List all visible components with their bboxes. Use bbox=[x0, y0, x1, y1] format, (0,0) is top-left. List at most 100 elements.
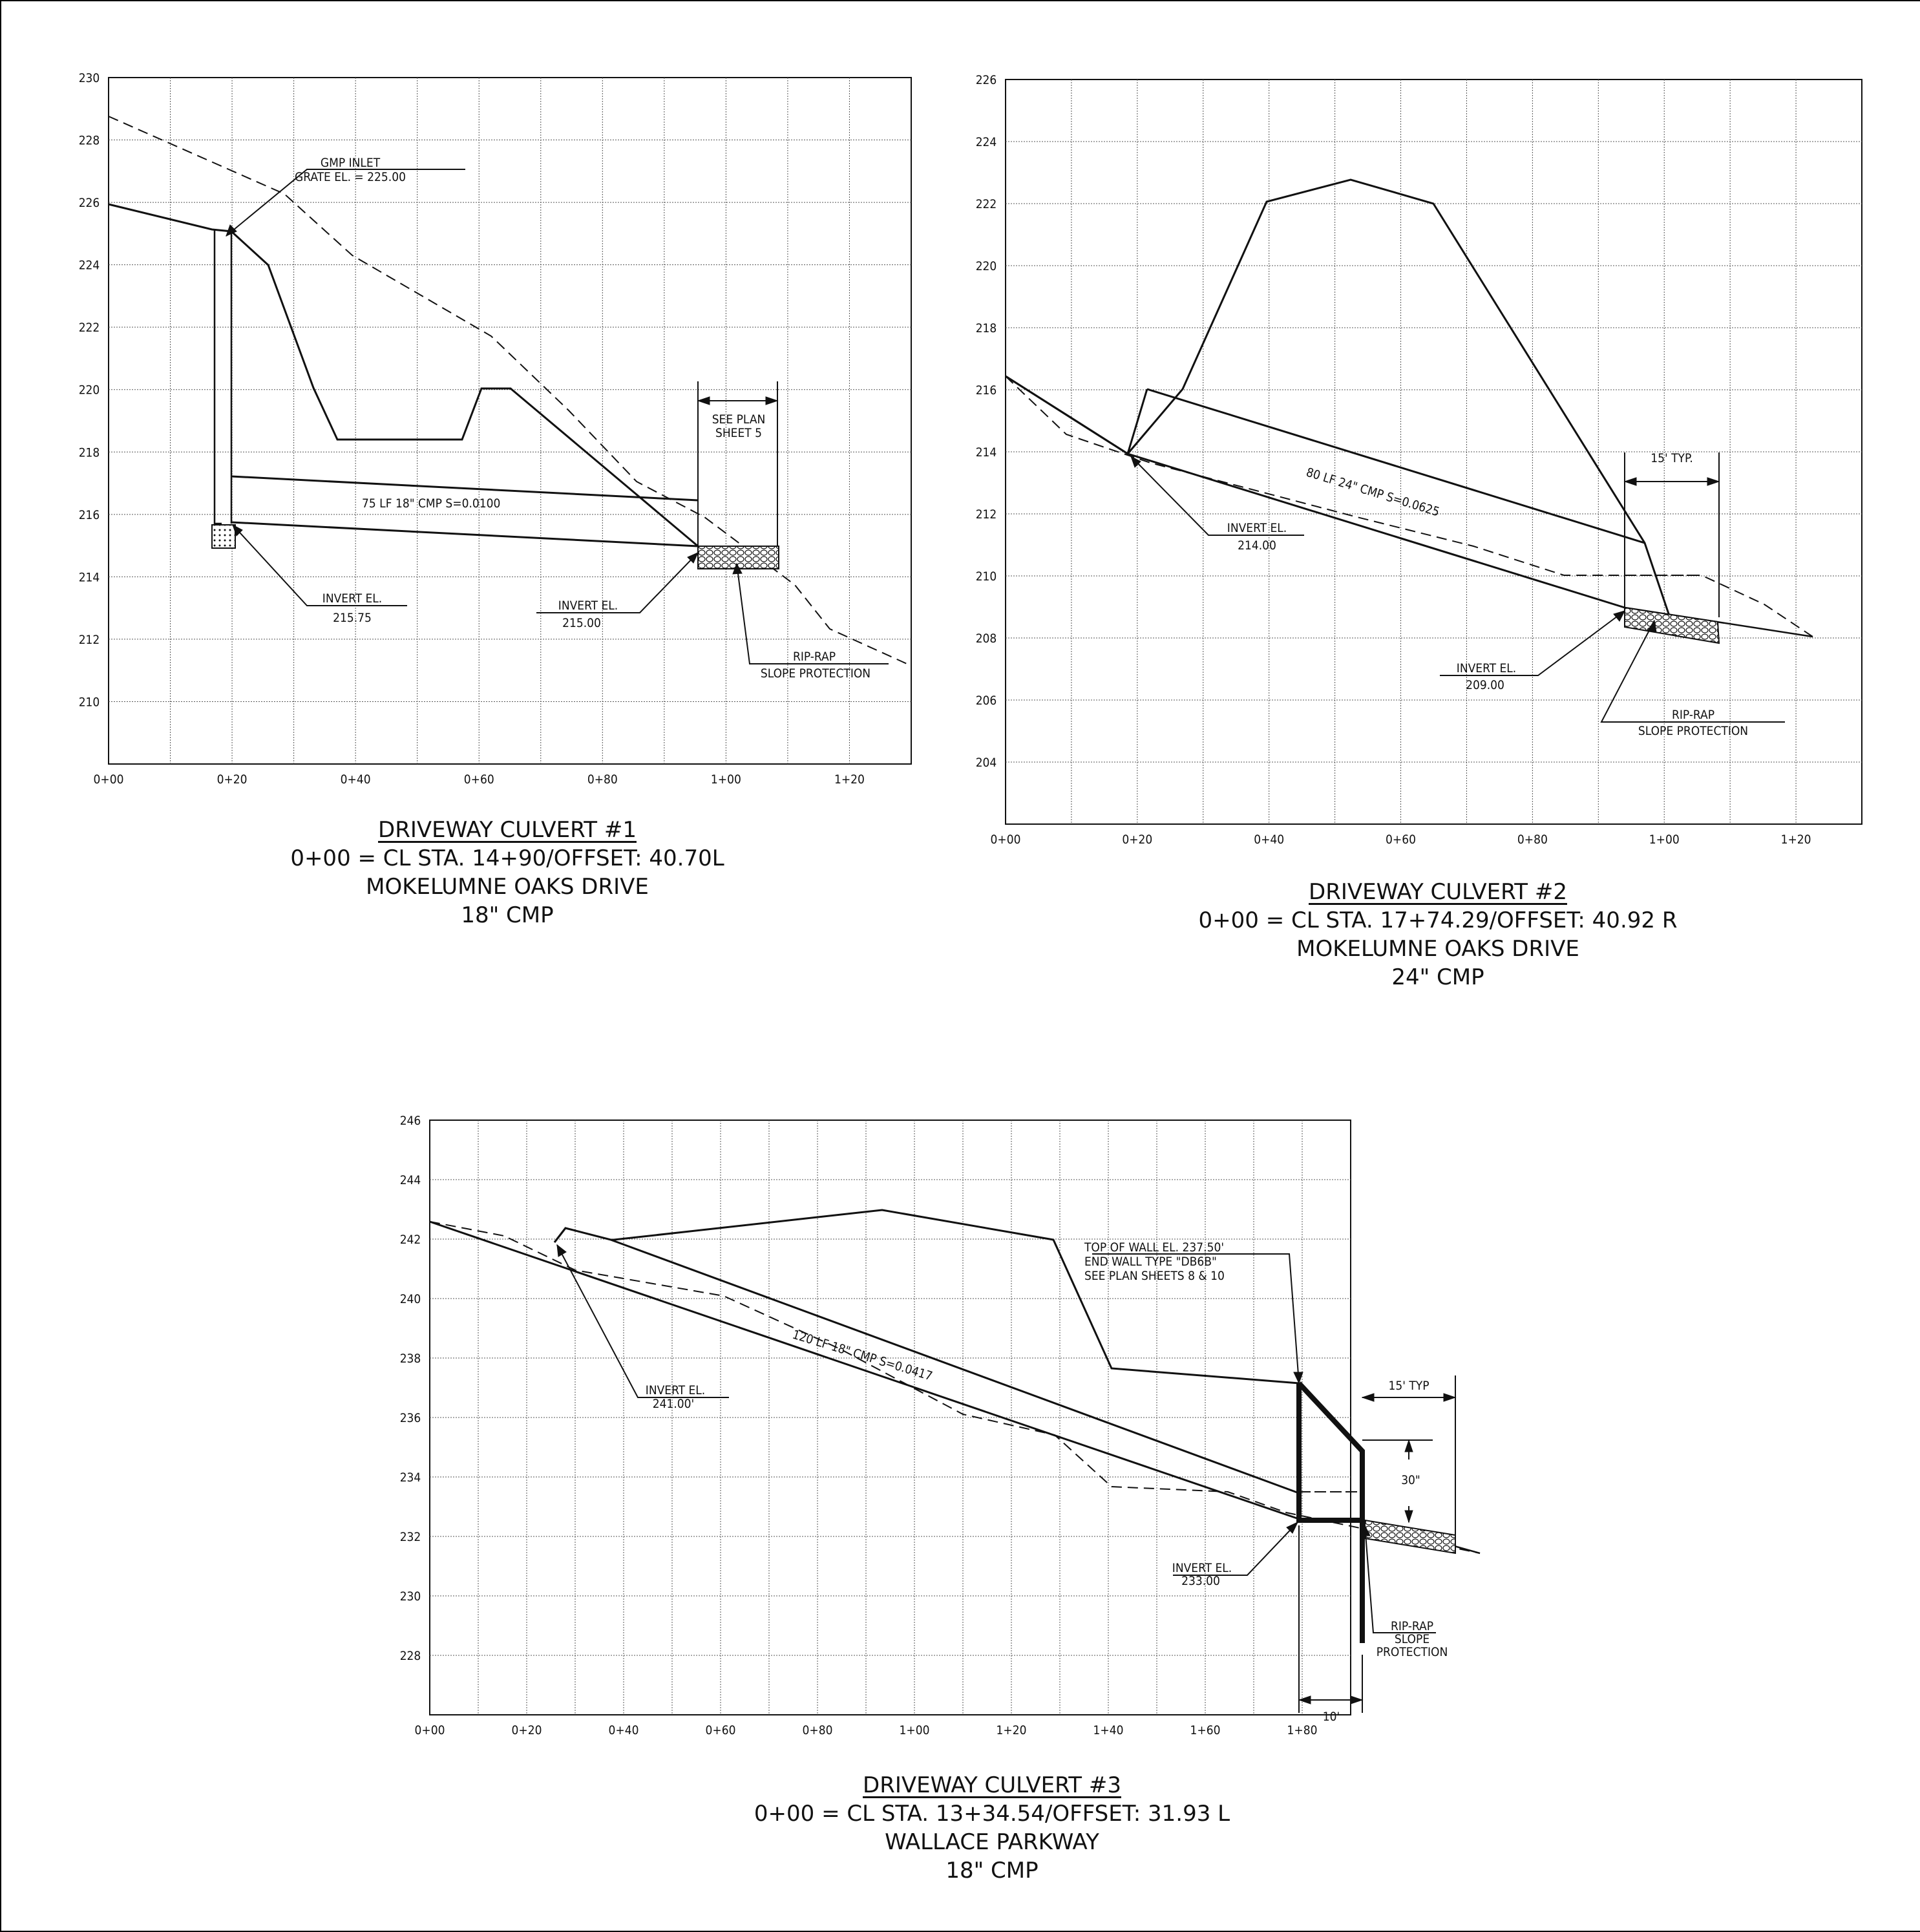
wall-note-line3: SEE PLAN SHEETS 8 & 10 bbox=[1084, 1269, 1225, 1283]
proposed-ground-line bbox=[553, 1209, 1300, 1385]
dim-label: 15' TYP. bbox=[1651, 451, 1693, 465]
culvert-3-notes: TOP OF WALL EL. 237.50' END WALL TYPE "D… bbox=[646, 1240, 1448, 1724]
culvert-3-y-ticks: 246 244 242 240 238 236 234 232 230 228 bbox=[400, 1114, 421, 1663]
riprap-line2: SLOPE PROTECTION bbox=[761, 666, 870, 681]
invert-left-value: 241.00' bbox=[653, 1397, 695, 1411]
y-tick-label: 246 bbox=[400, 1114, 421, 1128]
y-tick-label: 228 bbox=[79, 134, 100, 148]
x-tick-label: 1+60 bbox=[1190, 1723, 1221, 1737]
riprap-line3: PROTECTION bbox=[1377, 1645, 1448, 1659]
y-tick-label: 210 bbox=[976, 569, 997, 584]
wall-note-line1: TOP OF WALL EL. 237.50' bbox=[1084, 1240, 1224, 1255]
x-tick-label: 0+80 bbox=[587, 772, 618, 787]
pipe-top bbox=[1146, 388, 1645, 544]
culvert-3-profile: 0+00 0+20 0+40 0+60 0+80 1+00 1+20 1+40 1+60 1+80… bbox=[400, 1114, 1481, 1737]
culvert-1-profile: 0+00 0+20 0+40 0+60 0+80 1+00 1+20 230 228 226 22… bbox=[79, 71, 912, 787]
x-tick-label: 0+20 bbox=[1122, 833, 1152, 847]
invert-right-value: 215.00 bbox=[562, 616, 601, 630]
invert-left-label: INVERT EL. bbox=[1227, 521, 1287, 535]
invert-left-value: 215.75 bbox=[333, 611, 372, 625]
existing-ground-line bbox=[429, 1221, 1481, 1554]
proposed-ground-line bbox=[108, 203, 699, 547]
pipe-bottom bbox=[1127, 452, 1625, 609]
y-tick-label: 220 bbox=[79, 383, 100, 398]
see-plan-line1: SEE PLAN bbox=[712, 412, 766, 427]
y-tick-label: 212 bbox=[79, 633, 100, 647]
culvert-3-pipe: 18" CMP bbox=[945, 1858, 1039, 1884]
y-tick-label: 228 bbox=[400, 1649, 421, 1663]
culvert-2-title-main: DRIVEWAY CULVERT #2 bbox=[1309, 879, 1567, 905]
y-tick-label: 208 bbox=[976, 632, 997, 646]
x-tick-label: 0+00 bbox=[94, 772, 124, 787]
culvert-3-title: DRIVEWAY CULVERT #3 0+00 = CL STA. 13+34… bbox=[737, 1771, 1247, 1885]
riprap bbox=[1364, 1519, 1456, 1555]
y-tick-label: 214 bbox=[79, 570, 100, 584]
culvert-1-y-ticks: 230 228 226 224 222 220 218 216 214 212 210 bbox=[79, 71, 100, 709]
y-tick-label: 218 bbox=[976, 321, 997, 335]
y-tick-label: 204 bbox=[976, 756, 997, 770]
x-tick-label: 1+20 bbox=[834, 772, 865, 787]
culvert-1-x-ticks: 0+00 0+20 0+40 0+60 0+80 1+00 1+20 bbox=[94, 772, 865, 787]
x-tick-label: 0+00 bbox=[991, 833, 1021, 847]
headwall-left bbox=[1126, 388, 1148, 454]
x-tick-label: 0+60 bbox=[464, 772, 494, 787]
x-tick-label: 1+20 bbox=[997, 1723, 1027, 1737]
pipe-label: 75 LF 18" CMP S=0.0100 bbox=[362, 496, 500, 511]
riprap-line2: SLOPE PROTECTION bbox=[1638, 724, 1748, 738]
culvert-2-title: DRIVEWAY CULVERT #2 0+00 = CL STA. 17+74… bbox=[1183, 878, 1693, 992]
y-tick-label: 226 bbox=[976, 73, 997, 87]
y-tick-label: 218 bbox=[79, 445, 100, 460]
x-tick-label: 1+00 bbox=[711, 772, 741, 787]
culvert-3-grid bbox=[429, 1120, 1351, 1715]
y-tick-label: 244 bbox=[400, 1173, 421, 1187]
y-tick-label: 224 bbox=[79, 259, 100, 273]
invert-left-value: 214.00 bbox=[1238, 538, 1276, 553]
inlet-note-line1: GMP INLET bbox=[321, 156, 381, 170]
x-tick-label: 1+40 bbox=[1093, 1723, 1124, 1737]
invert-right-label: INVERT EL. bbox=[1172, 1561, 1232, 1575]
x-tick-label: 0+00 bbox=[415, 1723, 445, 1737]
inlet-structure bbox=[213, 229, 222, 525]
y-tick-label: 238 bbox=[400, 1352, 421, 1366]
endwall bbox=[1296, 1381, 1365, 1523]
invert-right-value: 233.00 bbox=[1181, 1574, 1220, 1588]
y-tick-label: 206 bbox=[976, 694, 997, 708]
culvert-1-station: 0+00 = CL STA. 14+90/OFFSET: 40.70L bbox=[290, 845, 724, 871]
dim-top-label: 15' TYP bbox=[1388, 1379, 1429, 1393]
x-tick-label: 0+80 bbox=[803, 1723, 833, 1737]
pipe-top bbox=[231, 475, 699, 502]
culvert-1-pipe: 18" CMP bbox=[461, 902, 554, 928]
invert-right-label: INVERT EL. bbox=[558, 599, 618, 613]
x-tick-label: 0+20 bbox=[217, 772, 248, 787]
pipe-bottom bbox=[231, 521, 699, 547]
y-tick-label: 226 bbox=[79, 196, 100, 210]
culvert-1-title: DRIVEWAY CULVERT #1 0+00 = CL STA. 14+90… bbox=[252, 816, 763, 929]
culvert-2-pipe: 24" CMP bbox=[1391, 964, 1484, 990]
culvert-1-road: MOKELUMNE OAKS DRIVE bbox=[366, 874, 649, 900]
wall-note-line2: END WALL TYPE "DB6B" bbox=[1084, 1255, 1217, 1269]
y-tick-label: 242 bbox=[400, 1233, 421, 1247]
x-tick-label: 0+20 bbox=[512, 1723, 542, 1737]
y-tick-label: 216 bbox=[79, 508, 100, 522]
culvert-2-road: MOKELUMNE OAKS DRIVE bbox=[1296, 936, 1579, 962]
y-tick-label: 222 bbox=[976, 197, 997, 211]
y-tick-label: 240 bbox=[400, 1292, 421, 1306]
x-tick-label: 0+60 bbox=[706, 1723, 736, 1737]
x-tick-label: 1+00 bbox=[900, 1723, 930, 1737]
y-tick-label: 230 bbox=[400, 1589, 421, 1604]
x-tick-label: 0+60 bbox=[1386, 833, 1416, 847]
y-tick-label: 220 bbox=[976, 259, 997, 273]
y-tick-label: 212 bbox=[976, 507, 997, 522]
x-tick-label: 0+40 bbox=[341, 772, 371, 787]
riprap-line2: SLOPE bbox=[1395, 1632, 1429, 1646]
dim-height-label: 30" bbox=[1401, 1473, 1420, 1487]
x-tick-label: 1+00 bbox=[1649, 833, 1680, 847]
culvert-3-road: WALLACE PARKWAY bbox=[885, 1829, 1099, 1855]
see-plan-line2: SHEET 5 bbox=[715, 426, 762, 440]
y-tick-label: 232 bbox=[400, 1530, 421, 1544]
existing-ground-line bbox=[1005, 376, 1813, 637]
invert-left-label: INVERT EL. bbox=[646, 1383, 705, 1397]
pipe-label: 120 LF 18" CMP S=0.0417 bbox=[791, 1328, 934, 1384]
y-tick-label: 214 bbox=[976, 445, 997, 460]
